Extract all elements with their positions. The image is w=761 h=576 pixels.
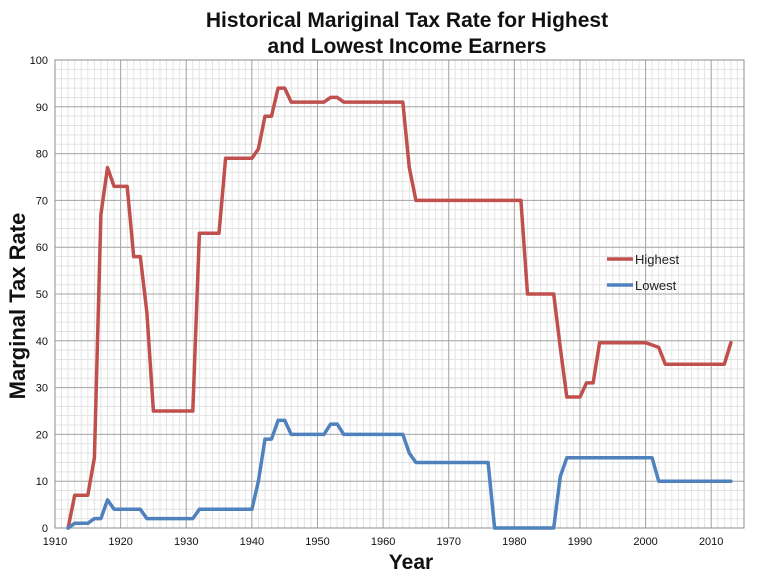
legend-label-highest: Highest bbox=[635, 252, 679, 267]
x-tick-label: 1980 bbox=[502, 536, 526, 548]
x-tick-label: 1970 bbox=[436, 536, 460, 548]
chart-title-line-1: Historical Mariginal Tax Rate for Highes… bbox=[206, 9, 608, 32]
series-line-lowest bbox=[66, 418, 733, 530]
x-tick-label: 2010 bbox=[699, 536, 723, 548]
y-tick-label: 30 bbox=[36, 383, 48, 395]
legend: Highest Lowest bbox=[607, 252, 679, 293]
y-tick-label: 60 bbox=[36, 242, 48, 254]
y-tick-label: 80 bbox=[36, 149, 48, 161]
y-axis-title: Marginal Tax Rate bbox=[5, 213, 30, 400]
y-tick-label: 70 bbox=[36, 195, 48, 207]
x-axis-title: Year bbox=[389, 551, 433, 574]
x-tick-label: 1930 bbox=[174, 536, 198, 548]
x-tick-label: 1910 bbox=[43, 536, 67, 548]
y-tick-label: 50 bbox=[36, 289, 48, 301]
y-tick-label: 90 bbox=[36, 102, 48, 114]
y-tick-label: 10 bbox=[36, 476, 48, 488]
y-tick-label: 100 bbox=[30, 55, 48, 67]
legend-label-lowest: Lowest bbox=[635, 278, 677, 293]
y-tick-label: 20 bbox=[36, 429, 48, 441]
x-tick-label: 1920 bbox=[108, 536, 132, 548]
series-line-highest bbox=[66, 86, 733, 530]
y-tick-label: 40 bbox=[36, 336, 48, 348]
chart-title-line-2: and Lowest Income Earners bbox=[268, 35, 547, 58]
x-tick-label: 1950 bbox=[305, 536, 329, 548]
x-tick-label: 1990 bbox=[568, 536, 592, 548]
plot-border bbox=[54, 59, 745, 529]
x-tick-label: 2000 bbox=[633, 536, 657, 548]
x-tick-label: 1940 bbox=[240, 536, 264, 548]
y-tick-label: 0 bbox=[42, 523, 48, 535]
x-tick-label: 1960 bbox=[371, 536, 395, 548]
plot-area: 1910 1920 1930 1940 1950 1960 1970 1980 1990 2000… bbox=[30, 55, 745, 548]
